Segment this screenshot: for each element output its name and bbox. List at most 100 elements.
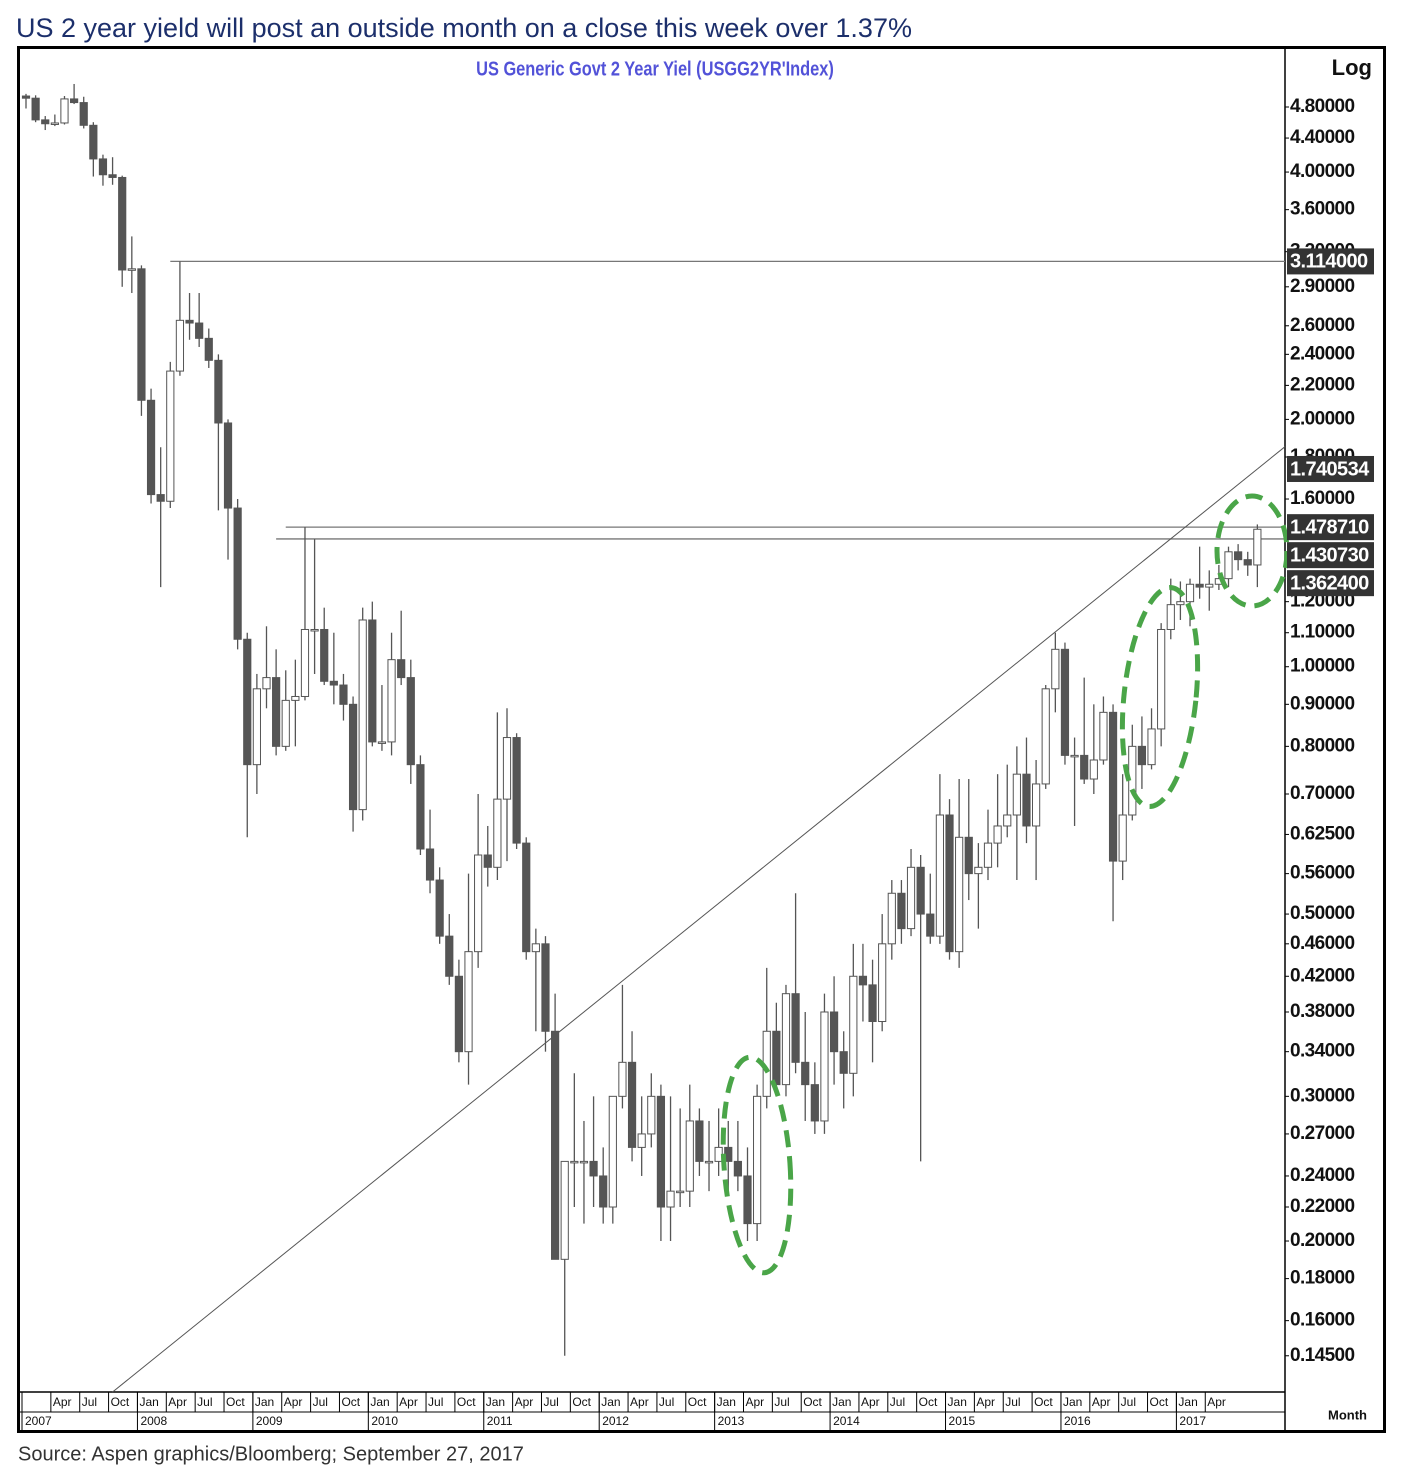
x-tick-label: Oct: [1150, 1395, 1169, 1409]
candle-body: [1032, 783, 1041, 827]
y-tick-label: 0.42000: [1290, 965, 1355, 986]
candle-body: [483, 854, 492, 868]
candle-body: [839, 1051, 848, 1074]
x-tick-label: Jan: [486, 1395, 505, 1409]
candle-body: [262, 677, 271, 690]
candle-body: [185, 319, 194, 324]
candle-body: [695, 1120, 704, 1162]
chart-subtitle: US Generic Govt 2 Year Yiel (USGG2YR'Ind…: [476, 57, 834, 80]
y-tick-label: 3.60000: [1290, 199, 1355, 220]
x-tick-label: Oct: [1034, 1395, 1053, 1409]
candle-body: [108, 174, 117, 178]
candle-body: [858, 975, 868, 986]
year-tick-label: 2012: [602, 1414, 629, 1428]
candle-body: [166, 370, 175, 502]
candle-body: [1070, 754, 1079, 758]
candle-body: [368, 619, 377, 743]
trendline-extension: [1257, 446, 1286, 470]
candle-body: [272, 677, 281, 747]
price-label-box: [1287, 455, 1374, 482]
candle-body: [21, 95, 31, 99]
x-tick-label: Jan: [601, 1395, 620, 1409]
y-tick-label: 0.80000: [1290, 735, 1355, 756]
y-tick-label: 0.90000: [1290, 693, 1355, 714]
y-tick-label: 4.40000: [1290, 127, 1355, 148]
candle-body: [445, 935, 454, 977]
highlight-ellipse: [720, 1054, 794, 1276]
candle-body: [1012, 773, 1021, 816]
y-tick-label: 0.62500: [1290, 823, 1355, 844]
x-tick-label: Apr: [284, 1395, 303, 1409]
y-tick-label: 0.27000: [1290, 1123, 1355, 1144]
candle-body: [281, 699, 290, 747]
price-label: 1.740534: [1290, 458, 1370, 480]
x-tick-label: Oct: [457, 1395, 476, 1409]
y-tick-label: 0.14500: [1290, 1345, 1355, 1366]
candle-body: [637, 1133, 646, 1148]
price-label-box: [1287, 542, 1374, 569]
axis-labels: 4.800004.400004.000003.600003.200002.900…: [21, 96, 1355, 1430]
year-tick-label: 2014: [833, 1414, 860, 1428]
candle-body: [98, 158, 108, 176]
candle-body: [926, 913, 935, 937]
year-tick-label: 2010: [371, 1414, 398, 1428]
candle-body: [560, 1160, 569, 1260]
candle-body: [849, 975, 858, 1074]
y-tick-label: 4.80000: [1290, 96, 1355, 117]
chart-title: US 2 year yield will post an outside mon…: [16, 13, 912, 43]
candle-body: [916, 866, 925, 915]
x-tick-label: Oct: [688, 1395, 707, 1409]
candle-body: [551, 1030, 560, 1260]
y-tick-label: 0.38000: [1290, 1001, 1355, 1022]
x-tick-label: Jan: [370, 1395, 389, 1409]
x-tick-label: Jul: [197, 1395, 212, 1409]
x-tick-label: Jul: [890, 1395, 905, 1409]
candle-body: [608, 1095, 617, 1208]
y-tick-label: 0.70000: [1290, 783, 1355, 804]
y-tick-label: 0.56000: [1290, 863, 1355, 884]
price-label-box: [1287, 248, 1374, 275]
candle-body: [435, 879, 444, 937]
y-tick-label: 0.30000: [1290, 1085, 1355, 1106]
candle-body: [599, 1175, 608, 1208]
scale-label: Log: [1332, 55, 1372, 80]
price-label: 1.362400: [1290, 572, 1369, 594]
candle-body: [964, 836, 973, 875]
candle-body: [685, 1120, 694, 1192]
candle-body: [70, 98, 79, 104]
candle-body: [868, 984, 877, 1023]
candle-body: [1080, 754, 1089, 780]
candle-body: [1185, 583, 1195, 603]
candle-body: [791, 993, 800, 1063]
candle-body: [676, 1190, 685, 1194]
candle-body: [589, 1160, 598, 1177]
plot-area: [21, 83, 1286, 1393]
year-tick-label: 2017: [1179, 1414, 1206, 1428]
candle-body: [1051, 648, 1060, 690]
candle-body: [252, 688, 261, 766]
candle-body: [704, 1160, 714, 1164]
candle-body: [618, 1061, 627, 1097]
candle-body: [974, 866, 983, 875]
candle-body: [666, 1190, 675, 1208]
y-tick-label: 1.10000: [1290, 622, 1355, 643]
candle-body: [416, 764, 425, 850]
year-tick-label: 2013: [718, 1414, 745, 1428]
year-tick-label: 2015: [949, 1414, 976, 1428]
x-tick-label: Jul: [659, 1395, 674, 1409]
candle-body: [329, 680, 338, 686]
candle-body: [118, 176, 127, 271]
x-tick-label: Jan: [139, 1395, 158, 1409]
x-tick-label: Jan: [948, 1395, 967, 1409]
x-tick-label: Jan: [717, 1395, 736, 1409]
candle-body: [1205, 583, 1214, 588]
candle-body: [935, 814, 944, 937]
candle-body: [570, 1160, 579, 1164]
y-tick-label: 0.34000: [1290, 1041, 1355, 1062]
candle-body: [541, 943, 550, 1032]
y-tick-label: 1.00000: [1290, 656, 1355, 677]
candle-body: [810, 1084, 819, 1122]
candle-body: [127, 268, 136, 271]
y-tick-label: 4.00000: [1290, 161, 1355, 182]
x-tick-label: Apr: [630, 1395, 649, 1409]
